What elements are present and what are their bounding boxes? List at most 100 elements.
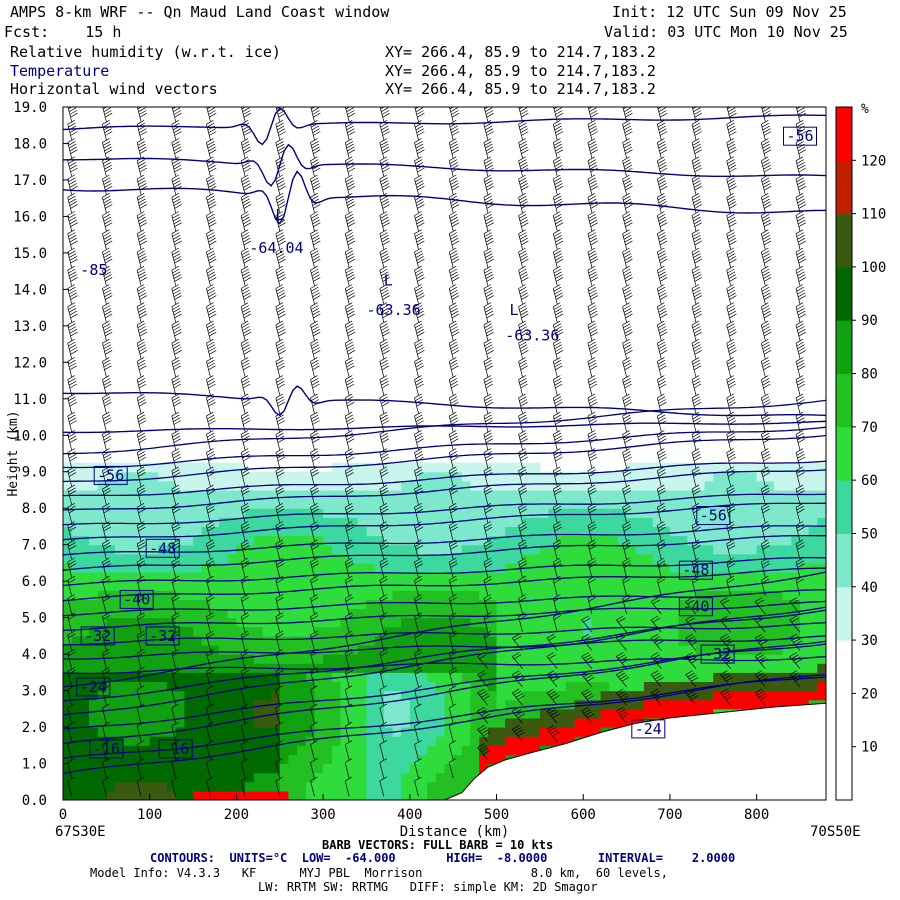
rh-cell [522, 517, 532, 527]
rh-cell [756, 672, 766, 682]
rh-cell [409, 781, 420, 792]
rh-cell [219, 681, 229, 692]
rh-cell [548, 681, 558, 692]
rh-cell [219, 635, 229, 646]
rh-cell [791, 663, 801, 673]
wind-barb [414, 192, 425, 213]
rh-cell [635, 681, 645, 692]
rh-cell [279, 526, 290, 537]
rh-cell [401, 781, 411, 792]
rh-cell [774, 535, 784, 546]
rh-cell [522, 690, 532, 701]
rh-cell [652, 645, 662, 655]
temperature-contour [63, 655, 826, 675]
rh-cell [487, 562, 498, 573]
rh-cell [175, 608, 185, 619]
rh-cell [652, 672, 662, 682]
rh-cell [782, 480, 792, 491]
rh-cell [271, 645, 281, 655]
rh-cell [262, 544, 272, 555]
rh-cell [340, 754, 350, 765]
rh-cell [626, 699, 636, 710]
rh-cell [722, 535, 732, 546]
rh-cell [340, 490, 350, 500]
rh-cell [193, 626, 203, 637]
rh-cell [392, 562, 402, 573]
rh-cell [141, 754, 151, 765]
rh-cell [175, 508, 185, 518]
rh-cell [756, 471, 766, 482]
rh-cell [314, 654, 324, 664]
contour-label-text: -32 [149, 627, 176, 645]
rh-cell [123, 608, 133, 619]
rh-cell [453, 754, 463, 765]
rh-cell [583, 672, 593, 682]
rh-cell [496, 508, 506, 518]
rh-cell [201, 727, 211, 737]
rh-cell [305, 754, 316, 765]
wind-barb [483, 107, 494, 122]
rh-cell [791, 599, 801, 610]
rh-cell [782, 690, 792, 701]
rh-cell [591, 663, 602, 673]
rh-cell [245, 790, 255, 800]
rh-cell [323, 699, 333, 710]
rh-cell [513, 654, 524, 664]
rh-cell [444, 599, 454, 610]
rh-cell [357, 635, 368, 646]
rh-cell [782, 562, 792, 573]
rh-cell [63, 672, 73, 682]
rh-cell [71, 672, 81, 682]
rh-cell [132, 681, 142, 692]
rh-cell [297, 663, 307, 673]
rh-cell [132, 690, 142, 701]
wind-barb [726, 211, 737, 232]
wind-barb [795, 284, 807, 305]
rh-cell [253, 562, 264, 573]
rh-cell [132, 699, 142, 710]
rh-cell [652, 480, 662, 491]
rh-cell [97, 572, 107, 582]
rh-cell [479, 471, 489, 482]
rh-cell [323, 736, 333, 746]
rh-cell [210, 572, 220, 582]
rh-cell [687, 462, 697, 473]
rh-cell [175, 745, 185, 755]
wind-barb [622, 284, 633, 305]
wind-barb [414, 375, 424, 396]
rh-cell [219, 535, 229, 546]
wind-barb [275, 430, 286, 450]
rh-cell [288, 590, 298, 600]
wind-barb [344, 119, 356, 140]
rh-cell [392, 663, 402, 673]
rh-cell [106, 772, 116, 783]
wind-barb [622, 411, 632, 432]
rh-cell [548, 663, 558, 673]
rh-cell [539, 544, 550, 555]
rh-cell [435, 736, 446, 746]
wind-barb [552, 357, 563, 377]
rh-cell [617, 599, 628, 610]
rh-cell [635, 490, 645, 500]
rh-cell [722, 526, 732, 537]
wind-barb [206, 393, 216, 414]
wind-barb [656, 357, 667, 377]
rh-cell [305, 526, 316, 537]
wind-barb [136, 393, 147, 414]
rh-cell [297, 599, 307, 610]
rh-cell [375, 553, 385, 564]
rh-cell [115, 599, 125, 610]
rh-cell [730, 699, 740, 710]
rh-cell [800, 562, 810, 573]
rh-cell [461, 645, 472, 655]
rh-cell [765, 462, 775, 473]
rh-cell [201, 772, 211, 783]
rh-cell [158, 590, 168, 600]
low-marker: L [510, 301, 519, 319]
rh-cell [141, 526, 151, 537]
rh-cell [262, 626, 272, 637]
rh-cell [609, 517, 619, 527]
rh-cell [669, 690, 680, 701]
wind-barb [448, 174, 460, 195]
rh-cell [297, 645, 307, 655]
